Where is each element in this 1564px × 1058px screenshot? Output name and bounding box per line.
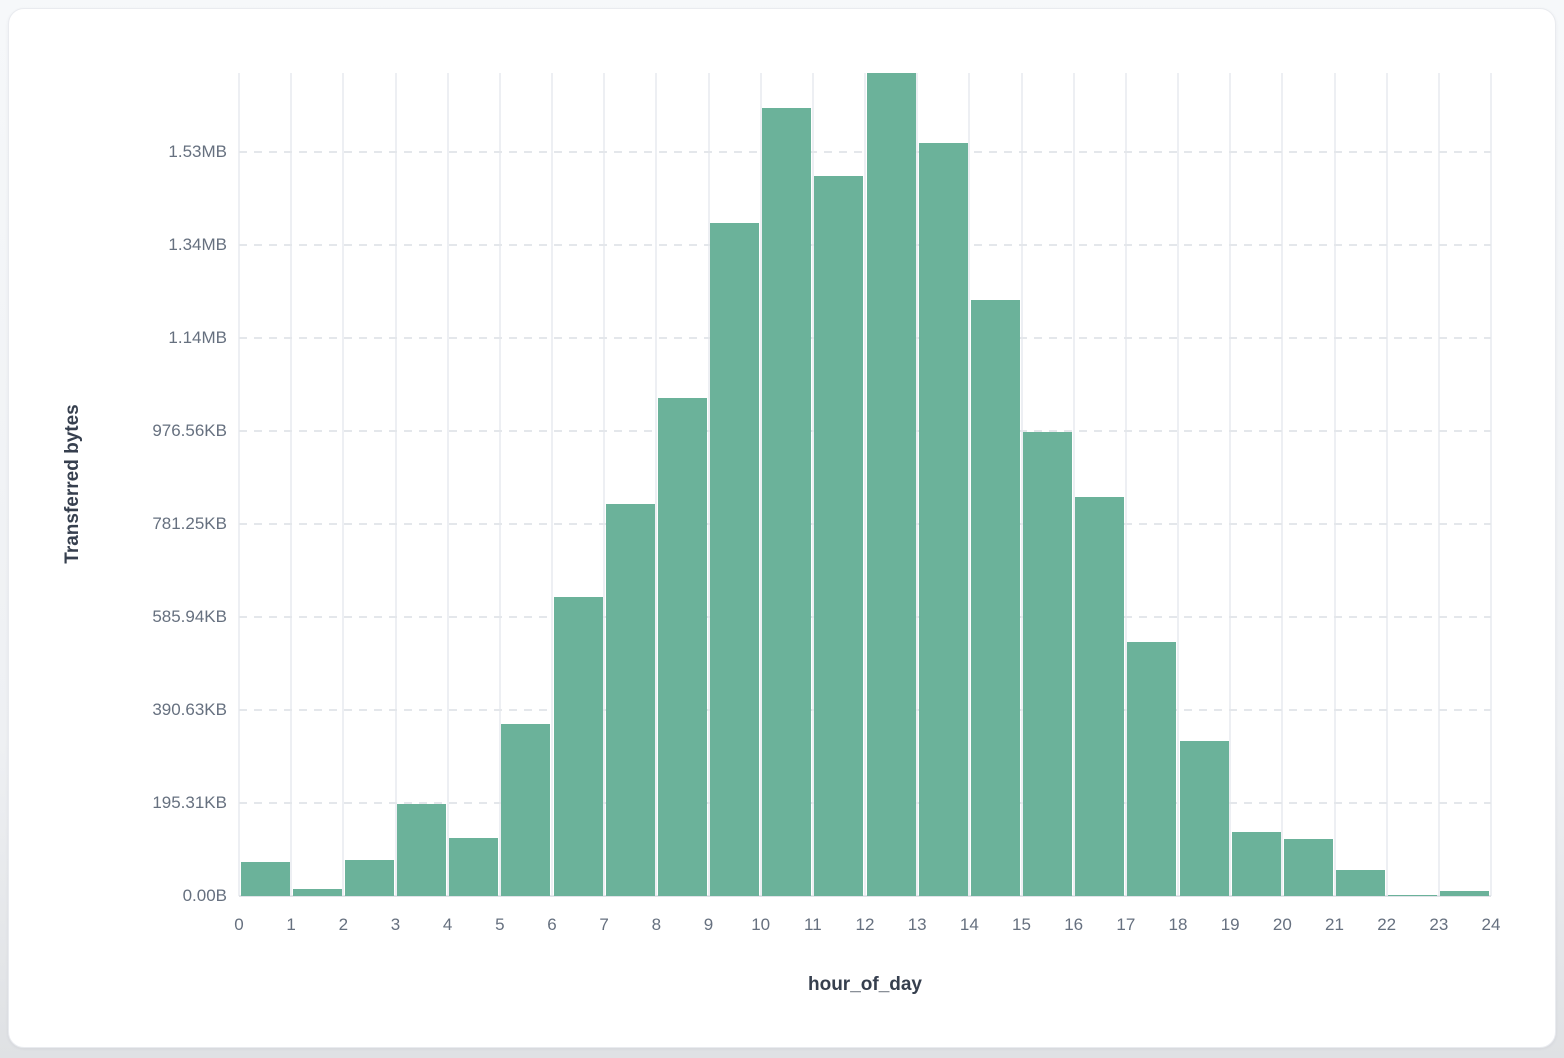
vertical-gridline — [1177, 73, 1179, 896]
y-tick-label: 585.94KB — [152, 607, 227, 627]
vertical-gridline — [238, 73, 240, 896]
y-tick-label: 1.53MB — [168, 142, 227, 162]
vertical-gridline — [1072, 73, 1075, 896]
vertical-gridline — [1437, 73, 1440, 896]
bar-hour-20[interactable] — [1283, 839, 1333, 896]
bar-hour-23[interactable] — [1440, 891, 1490, 896]
plot-area — [238, 73, 1492, 897]
bar-hour-13[interactable] — [918, 143, 968, 896]
horizontal-gridline — [239, 151, 1491, 154]
x-tick-label: 13 — [907, 915, 927, 934]
y-tick-label: 976.56KB — [152, 421, 227, 441]
x-tick-label: 7 — [599, 915, 609, 934]
vertical-gridline — [1229, 73, 1232, 896]
bar-hour-7[interactable] — [605, 504, 655, 896]
x-tick-label: 16 — [1064, 915, 1084, 934]
horizontal-gridline — [239, 337, 1491, 340]
bar-hour-15[interactable] — [1023, 432, 1073, 896]
bar-hour-17[interactable] — [1127, 642, 1177, 896]
y-tick-label: 1.34MB — [168, 235, 227, 255]
x-tick-label: 1 — [286, 915, 296, 934]
bar-hour-1[interactable] — [292, 889, 342, 896]
vertical-gridline — [1333, 73, 1336, 896]
bar-hour-4[interactable] — [449, 838, 499, 896]
horizontal-gridline — [239, 244, 1491, 247]
horizontal-gridline — [239, 616, 1491, 619]
bar-hour-21[interactable] — [1336, 870, 1386, 896]
x-tick-label: 5 — [495, 915, 505, 934]
x-tick-label: 10 — [751, 915, 771, 934]
vertical-gridline — [1385, 73, 1388, 896]
y-tick-label: 195.31KB — [152, 793, 227, 812]
x-axis-line — [239, 895, 1491, 897]
vertical-gridline — [759, 73, 762, 896]
vertical-gridline — [968, 73, 971, 896]
x-tick-label: 3 — [390, 915, 401, 934]
x-tick-label: 15 — [1012, 915, 1031, 934]
horizontal-gridline — [239, 430, 1491, 433]
x-tick-label: 18 — [1168, 915, 1188, 934]
bar-hour-5[interactable] — [501, 724, 551, 896]
bar-hour-6[interactable] — [553, 597, 603, 896]
x-tick-label: 9 — [703, 915, 714, 934]
y-tick-label: 781.25KB — [152, 514, 227, 534]
x-tick-label: 8 — [651, 915, 662, 934]
y-tick-label: 390.63KB — [152, 700, 227, 719]
bar-hour-19[interactable] — [1231, 832, 1281, 896]
y-tick-label: 1.14MB — [168, 328, 227, 348]
vertical-gridline — [290, 73, 293, 896]
bar-hour-9[interactable] — [710, 223, 760, 896]
vertical-gridline — [1124, 73, 1127, 896]
vertical-gridline — [498, 73, 501, 896]
vertical-gridline — [394, 73, 397, 896]
bar-hour-12[interactable] — [866, 73, 916, 896]
x-tick-label: 21 — [1325, 915, 1344, 934]
vertical-gridline — [1281, 73, 1284, 896]
vertical-gridline — [811, 73, 814, 896]
x-tick-label: 14 — [959, 915, 979, 934]
vertical-gridline — [864, 73, 866, 896]
vertical-gridline — [446, 73, 449, 896]
vertical-gridline — [1020, 73, 1023, 896]
x-tick-label: 23 — [1429, 915, 1449, 934]
chart-card: 0.00B 195.31KB 390.63KB 585.94KB 781.25KB 976… — [8, 8, 1556, 1048]
x-tick-label: 24 — [1481, 915, 1501, 934]
x-tick-label: 0 — [234, 915, 244, 934]
horizontal-gridline — [239, 709, 1491, 711]
x-tick-label: 19 — [1220, 915, 1240, 934]
bar-hour-10[interactable] — [762, 108, 812, 896]
vertical-gridline — [707, 73, 710, 896]
x-axis-title: hour_of_day — [807, 974, 923, 995]
x-tick-label: 17 — [1116, 915, 1136, 934]
vertical-gridline — [916, 73, 919, 896]
x-tick-label: 6 — [547, 915, 557, 934]
vertical-gridline — [551, 73, 553, 896]
x-tick-label: 20 — [1272, 915, 1292, 934]
x-tick-label: 11 — [804, 915, 822, 934]
x-tick-label: 12 — [855, 915, 875, 934]
bar-hour-14[interactable] — [970, 300, 1020, 896]
x-tick-label: 2 — [338, 915, 349, 934]
vertical-gridline — [603, 73, 606, 896]
x-tick-label: 4 — [442, 915, 453, 934]
bar-hour-11[interactable] — [814, 176, 864, 896]
vertical-gridline — [655, 73, 658, 896]
bar-hour-18[interactable] — [1179, 741, 1229, 896]
horizontal-gridline — [239, 802, 1491, 804]
y-axis-title: Transferred bytes — [62, 404, 83, 564]
bar-hour-8[interactable] — [657, 398, 707, 896]
bar-hour-3[interactable] — [397, 804, 447, 896]
vertical-gridline — [342, 73, 345, 896]
vertical-gridline — [1490, 73, 1492, 896]
y-tick-label: 0.00B — [182, 886, 227, 905]
horizontal-gridline — [239, 523, 1491, 526]
bar-hour-0[interactable] — [240, 862, 290, 896]
bar-hour-2[interactable] — [344, 860, 394, 896]
bar-hour-16[interactable] — [1075, 497, 1125, 896]
bar-hour-22[interactable] — [1388, 895, 1438, 896]
x-tick-label: 22 — [1377, 915, 1397, 934]
